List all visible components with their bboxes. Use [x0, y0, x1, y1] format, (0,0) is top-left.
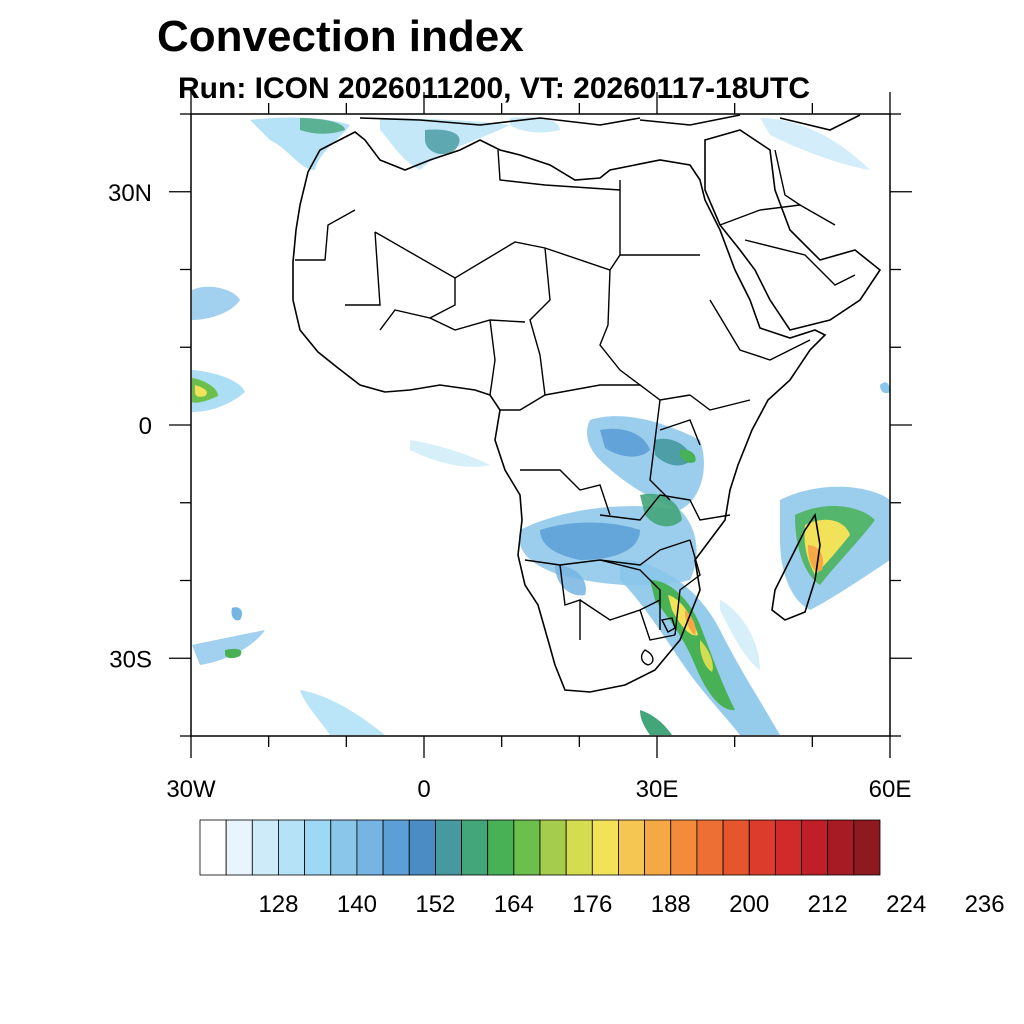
- colorbar-box: [487, 819, 515, 876]
- colorbar-box: [748, 819, 776, 876]
- colorbar-box: [722, 819, 750, 876]
- colorbar-label: 188: [651, 891, 691, 918]
- lat-tick-label: 30N: [108, 180, 152, 207]
- colorbar: [199, 819, 881, 876]
- colorbar-box: [696, 819, 724, 876]
- axis-ticks: [169, 92, 912, 758]
- colorbar-label: 152: [415, 891, 455, 918]
- colorbar-labels: 128 140 152 164 176 188 200 212 224 236: [258, 891, 1004, 918]
- colorbar-label: 164: [494, 891, 534, 918]
- colorbar-box: [565, 819, 593, 876]
- convection-field: [192, 117, 890, 735]
- colorbar-box: [408, 819, 436, 876]
- chart-title: Convection index: [157, 12, 524, 61]
- colorbar-box: [356, 819, 384, 876]
- colorbar-box: [827, 819, 855, 876]
- coastlines: [292, 114, 882, 693]
- colorbar-box: [591, 819, 619, 876]
- lon-tick-label: 60E: [869, 776, 912, 803]
- lon-tick-label: 30E: [636, 776, 679, 803]
- colorbar-box: [513, 819, 541, 876]
- country-borders: [295, 149, 856, 666]
- colorbar-label: 212: [808, 891, 848, 918]
- colorbar-box: [801, 819, 829, 876]
- colorbar-box: [644, 819, 672, 876]
- colorbar-box: [382, 819, 410, 876]
- colorbar-box: [618, 819, 646, 876]
- chart-subtitle: Run: ICON 2026011200, VT: 20260117-18UTC: [178, 72, 811, 105]
- colorbar-box: [853, 819, 881, 876]
- colorbar-box: [199, 819, 227, 876]
- colorbar-box: [539, 819, 567, 876]
- colorbar-box: [774, 819, 802, 876]
- colorbar-box: [461, 819, 489, 876]
- colorbar-label: 128: [258, 891, 298, 918]
- colorbar-label: 140: [337, 891, 377, 918]
- colorbar-label: 176: [572, 891, 612, 918]
- colorbar-box: [304, 819, 332, 876]
- colorbar-label: 200: [729, 891, 769, 918]
- colorbar-box: [434, 819, 462, 876]
- colorbar-box: [278, 819, 306, 876]
- colorbar-label: 224: [886, 891, 926, 918]
- colorbar-box: [330, 819, 358, 876]
- colorbar-label: 236: [965, 891, 1005, 918]
- axis-tick-labels: 30W 0 30E 60E 30N 0 30S: [108, 180, 911, 803]
- lat-tick-label: 30S: [109, 646, 152, 673]
- lon-tick-label: 30W: [166, 776, 216, 803]
- colorbar-box: [225, 819, 253, 876]
- lon-tick-label: 0: [417, 776, 430, 803]
- lat-tick-label: 0: [139, 413, 152, 440]
- colorbar-box: [670, 819, 698, 876]
- colorbar-box: [251, 819, 279, 876]
